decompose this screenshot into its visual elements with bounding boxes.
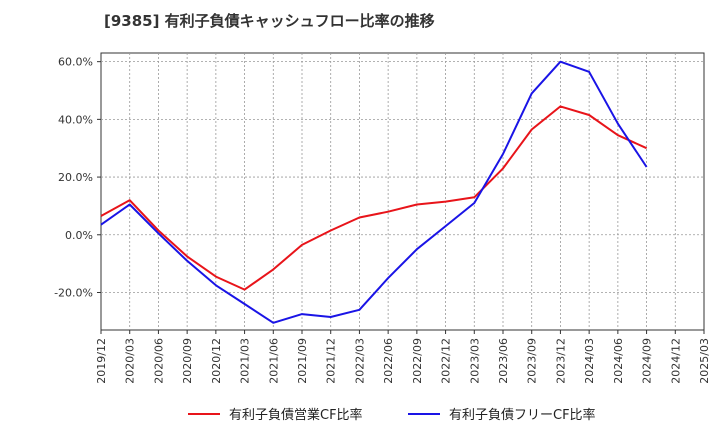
x-tick-label: 2025/03 (698, 338, 711, 384)
y-tick-label: 0.0% (65, 229, 93, 242)
x-tick-label: 2021/09 (296, 338, 309, 384)
legend-label-2: 有利子負債フリーCF比率 (449, 407, 596, 423)
y-tick-label: 20.0% (58, 171, 93, 184)
x-tick-label: 2021/12 (325, 338, 338, 384)
x-tick-label: 2024/09 (641, 338, 654, 384)
grid-lines (101, 53, 704, 330)
x-tick-label: 2020/06 (152, 338, 165, 384)
x-tick-label: 2020/12 (210, 338, 223, 384)
x-tick-label: 2022/09 (411, 338, 424, 384)
series-lines (100, 60, 648, 324)
plot-area (100, 52, 705, 331)
series-line-2 (100, 60, 648, 324)
x-tick-label: 2021/03 (239, 338, 252, 384)
x-tick-label: 2023/12 (554, 338, 567, 384)
y-axis-tick-labels: 60.0% 40.0% 20.0% 0.0% -20.0% (54, 56, 101, 299)
x-tick-label: 2021/06 (267, 338, 280, 384)
x-tick-label: 2024/06 (612, 338, 625, 384)
x-tick-label: 2022/03 (353, 338, 366, 384)
x-tick-label: 2019/12 (95, 338, 108, 384)
x-tick-label: 2022/12 (440, 338, 453, 384)
legend: 有利子負債営業CF比率 有利子負債フリーCF比率 (188, 407, 596, 423)
x-tick-label: 2020/03 (124, 338, 137, 384)
plot-border (100, 52, 705, 331)
x-tick-label: 2023/03 (468, 338, 481, 384)
x-tick-label: 2023/06 (497, 338, 510, 384)
x-tick-label: 2024/12 (669, 338, 682, 384)
legend-label-1: 有利子負債営業CF比率 (229, 407, 363, 423)
x-tick-label: 2020/09 (181, 338, 194, 384)
x-tick-label: 2022/06 (382, 338, 395, 384)
y-tick-label: -20.0% (54, 286, 93, 299)
x-tick-label: 2024/03 (583, 338, 596, 384)
chart-title: [9385] 有利子負債キャッシュフロー比率の推移 (104, 12, 435, 30)
x-axis-tick-labels: 2019/12 2020/03 2020/06 2020/09 2020/12 2021/… (95, 330, 711, 384)
y-tick-label: 60.0% (58, 56, 93, 69)
y-tick-label: 40.0% (58, 113, 93, 126)
series-line-1 (100, 105, 648, 291)
x-tick-label: 2023/09 (526, 338, 539, 384)
